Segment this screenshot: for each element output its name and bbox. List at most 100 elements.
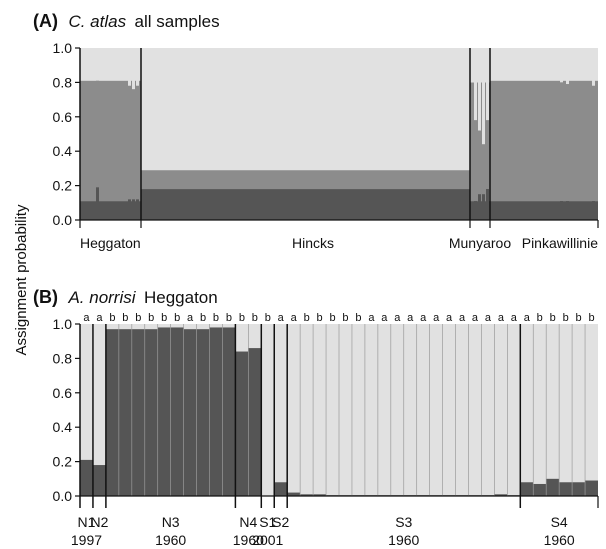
individual-bar-dark	[274, 482, 288, 496]
individual-bar-low	[136, 199, 139, 220]
cluster-label: a	[485, 312, 492, 324]
cluster-label: a	[472, 312, 479, 324]
cluster-label: a	[433, 312, 440, 324]
cluster-label: a	[511, 312, 518, 324]
individual-bar-dark	[105, 329, 119, 496]
cluster-label: b	[161, 312, 167, 324]
site-label: Pinkawillinie	[522, 235, 598, 251]
individual-bar-light	[377, 324, 391, 496]
individual-bar-mid	[592, 85, 595, 202]
group-year-label: 2001	[252, 532, 283, 548]
individual-bar-light	[261, 324, 275, 496]
y-tick-label: 1.0	[53, 316, 73, 332]
individual-bar-light	[118, 324, 132, 330]
individual-bar-light	[364, 324, 378, 496]
svg-text:(A) C. atlas all s: (A) C. atlas all samples	[33, 11, 220, 31]
individual-bar-light	[196, 324, 210, 330]
y-tick-label: 0.8	[53, 74, 73, 90]
individual-bar-low	[478, 194, 481, 220]
individual-bar-dark	[144, 329, 158, 496]
individual-bar-light	[572, 324, 586, 483]
y-tick-label: 0.2	[53, 178, 73, 194]
individual-bar-light	[339, 324, 352, 496]
cluster-label: b	[109, 312, 115, 324]
y-tick-label: 0.6	[53, 385, 73, 401]
y-tick-label: 0.4	[53, 419, 73, 435]
individual-bar-mid	[96, 80, 99, 188]
individual-bar-light	[274, 324, 288, 483]
individual-bar-dark	[494, 494, 508, 496]
individual-bar-light	[507, 324, 521, 496]
individual-bar-light	[131, 324, 145, 330]
individual-bar-mid	[478, 130, 481, 195]
cluster-label: a	[368, 312, 375, 324]
individual-bar-light	[209, 324, 223, 328]
cluster-label: a	[498, 312, 505, 324]
cluster-label: a	[291, 312, 298, 324]
group-name-label: S3	[395, 514, 412, 530]
individual-bar-dark	[157, 327, 171, 496]
cluster-label: b	[148, 312, 154, 324]
individual-bar-light	[222, 324, 236, 328]
individual-bar-dark	[546, 478, 560, 496]
cluster-label: b	[563, 312, 569, 324]
individual-bar-mid	[474, 120, 477, 202]
y-axis-label: Assignment probability	[13, 204, 30, 355]
individual-bar-mid	[132, 89, 135, 200]
individual-bar-top	[132, 48, 135, 90]
panel-b: (B) A. norrisi Heggaton 0.0 0.2 0.4 0.6 0.8 1…	[33, 287, 599, 548]
individual-bar-low	[482, 194, 485, 220]
individual-bar-light	[455, 324, 469, 496]
cluster-label: a	[187, 312, 194, 324]
individual-bar-dark	[287, 492, 301, 496]
panel-a: (A) C. atlas all samples 0.0 0.2 0.4 0.6 0.8…	[33, 11, 599, 251]
site-label: Heggaton	[80, 235, 141, 251]
individual-bar-light	[105, 324, 119, 330]
cluster-label: b	[174, 312, 180, 324]
group-name-label: S2	[272, 514, 289, 530]
individual-bar-light	[170, 324, 184, 328]
individual-bar-light	[92, 324, 106, 466]
group-name-label: N1	[78, 514, 96, 530]
individual-bar-light	[287, 324, 301, 493]
individual-bar-top	[474, 48, 477, 121]
group-name-label: N3	[162, 514, 180, 530]
individual-bar-light	[468, 324, 482, 496]
cluster-label: b	[304, 312, 310, 324]
individual-bar-light	[494, 324, 508, 495]
individual-bar-dark	[559, 482, 573, 496]
individual-bar-dark	[183, 329, 197, 496]
individual-bar-light	[351, 324, 365, 496]
cluster-label: a	[524, 312, 531, 324]
cluster-label: b	[200, 312, 206, 324]
individual-bar-low	[128, 199, 131, 220]
cluster-label: b	[252, 312, 258, 324]
y-tick-label: 0.2	[53, 454, 73, 470]
individual-bar-low	[474, 201, 477, 220]
individual-bar-mid	[486, 120, 489, 190]
cluster-label: b	[576, 312, 582, 324]
individual-bar-dark	[196, 329, 210, 496]
panel-b-y-ticks: 0.0 0.2 0.4 0.6 0.8 1.0	[53, 316, 80, 504]
cluster-label: b	[213, 312, 219, 324]
individual-bar-top	[560, 48, 563, 83]
individual-bar-light	[157, 324, 171, 328]
individual-bar-light	[403, 324, 417, 496]
panel-b-species: A. norrisi	[67, 288, 136, 307]
bar-segment	[490, 201, 598, 220]
individual-bar-light	[481, 324, 495, 496]
bar-segment	[80, 80, 141, 202]
y-tick-label: 1.0	[53, 40, 73, 56]
individual-bar-low	[96, 187, 99, 220]
panel-b-group-labels: N1 1997 N2 N3 1960 N4 1960 S1 2001 S2 S3 1960 S4 1960	[71, 514, 575, 548]
individual-bar-light	[144, 324, 158, 330]
group-year-label: 1960	[544, 532, 575, 548]
individual-bar-top	[566, 48, 569, 85]
individual-bar-dark	[222, 327, 236, 496]
individual-bar-top	[592, 48, 595, 86]
individual-bar-dark	[170, 327, 184, 496]
individual-bar-mid	[482, 144, 485, 195]
group-name-label: N2	[90, 514, 108, 530]
individual-bar-dark	[313, 494, 327, 496]
group-name-label: S1	[259, 514, 276, 530]
